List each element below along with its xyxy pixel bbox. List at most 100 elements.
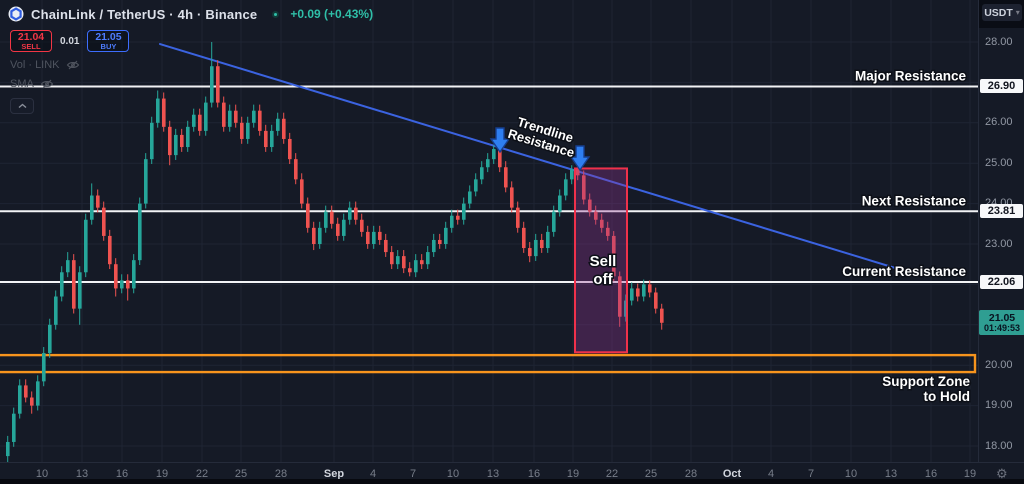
candle-body [642, 284, 646, 297]
currency-selector[interactable]: USDT ▾ [982, 4, 1022, 21]
candle-body [18, 385, 22, 414]
candle-body [210, 66, 214, 103]
candle-body [426, 252, 430, 265]
candle-body [204, 102, 208, 131]
candle-body [582, 175, 586, 200]
candle-body [480, 167, 484, 180]
chainlink-logo-icon [8, 6, 24, 22]
candle-body [462, 203, 466, 220]
visibility-off-icon[interactable] [66, 60, 80, 70]
time-tick-label: 28 [684, 468, 698, 480]
candlestick-chart[interactable]: Major Resistance Next Resistance Current R… [0, 0, 978, 463]
candle-body [54, 296, 58, 325]
candle-body [612, 235, 616, 277]
price-tick-label: 26.00 [985, 116, 1013, 129]
candle-body [396, 256, 400, 265]
price-tick-label: 28.00 [985, 35, 1013, 48]
spread-value: 0.01 [60, 35, 80, 47]
market-status-dot [272, 10, 280, 18]
support-zone-box[interactable] [0, 353, 977, 374]
time-tick-label: 22 [195, 468, 209, 480]
candle-body [504, 167, 508, 188]
visibility-off-icon[interactable] [40, 79, 54, 89]
buy-label: BUY [100, 42, 117, 51]
candle-body [606, 227, 610, 236]
axis-settings-icon[interactable]: ⚙ [996, 466, 1008, 481]
sell-off-box[interactable] [574, 167, 628, 354]
trendline[interactable] [159, 43, 909, 273]
candle-body [390, 252, 394, 265]
sell-price: 21.04 [17, 30, 45, 43]
candle-body [408, 268, 412, 273]
buy-button[interactable]: 21.05 BUY [87, 30, 130, 52]
time-axis[interactable]: ⚙ 10 13 16 19 22 25 28 Sep 4 7 10 13 16 19 22 25 28 Oct 4 7… [0, 462, 1024, 484]
candle-body [318, 227, 322, 244]
candle-body [228, 110, 232, 127]
candle-body [522, 227, 526, 249]
candle-body [516, 207, 520, 228]
trendline-label: TrendlineResistance [506, 112, 580, 160]
candle-body [90, 195, 94, 220]
candle-body [192, 114, 196, 127]
candle-body [654, 292, 658, 309]
time-tick-label: 16 [115, 468, 129, 480]
time-tick-label: 25 [644, 468, 658, 480]
down-arrow-icon[interactable] [569, 145, 591, 172]
candle-body [180, 134, 184, 148]
price-axis[interactable]: USDT ▾ 28.00 26.00 25.00 24.00 23.00 20.00 19.… [978, 0, 1024, 462]
candle-body [498, 149, 502, 168]
candle-body [144, 159, 148, 204]
legend-collapse-button[interactable] [10, 98, 34, 114]
sell-button[interactable]: 21.04 SELL [10, 30, 52, 52]
price-tick-label: 18.00 [985, 439, 1013, 452]
candle-body [402, 256, 406, 269]
resistance-label: Current Resistance [842, 264, 966, 279]
candle-body [312, 227, 316, 244]
candle-body [570, 169, 574, 180]
indicator-volume-row[interactable]: Vol · LINK [10, 58, 373, 71]
candle-body [6, 441, 10, 457]
candle-body [156, 98, 160, 123]
candle-body [198, 114, 202, 131]
sell-off-label: Sell off [590, 253, 617, 288]
candle-body [276, 118, 280, 131]
price-axis-header: USDT ▾ [979, 0, 1024, 28]
chart-plot-area[interactable]: Major Resistance Next Resistance Current R… [0, 0, 978, 463]
candle-body [252, 110, 256, 123]
candle-body [150, 122, 154, 160]
time-tick-label: 10 [35, 468, 49, 480]
candle-body [12, 413, 16, 442]
currency-label: USDT [984, 6, 1013, 19]
candle-body [84, 219, 88, 273]
candle-body [222, 102, 226, 127]
candle-body [24, 385, 28, 398]
time-tick-label: 19 [963, 468, 977, 480]
candle-body [66, 260, 70, 273]
candle-body [528, 248, 532, 257]
price-tick-label: 24.00 [985, 197, 1013, 210]
time-tick-label: 19 [155, 468, 169, 480]
candle-body [456, 215, 460, 220]
time-tick-label: 16 [527, 468, 541, 480]
candle-body [564, 179, 568, 196]
candle-body [486, 159, 490, 168]
candle-body [240, 122, 244, 139]
time-tick-label: 22 [605, 468, 619, 480]
candle-body [288, 138, 292, 160]
time-tick-label: 13 [75, 468, 89, 480]
candle-body [186, 126, 190, 148]
candle-body [174, 134, 178, 156]
candle-body [636, 288, 640, 297]
time-tick-label: Oct [722, 468, 742, 480]
down-arrow-icon[interactable] [489, 127, 511, 154]
symbol-title[interactable]: ChainLink / TetherUS · 4h · Binance [31, 6, 258, 22]
buy-price: 21.05 [95, 30, 122, 43]
candle-body [246, 122, 250, 139]
indicator-sma-row[interactable]: SMA [10, 77, 373, 90]
candle-body [264, 130, 268, 148]
last-price: 21.05 [988, 311, 1016, 324]
chart-legend: ChainLink / TetherUS · 4h · Binance +0.0… [8, 5, 373, 114]
candle-body [168, 126, 172, 156]
candle-body [132, 260, 136, 289]
